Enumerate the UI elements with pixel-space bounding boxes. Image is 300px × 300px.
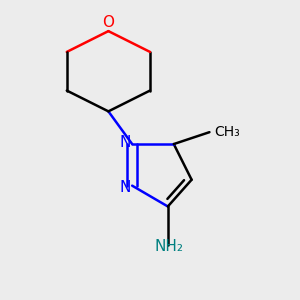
- Text: N: N: [119, 180, 131, 195]
- Text: O: O: [102, 15, 114, 30]
- Text: NH₂: NH₂: [155, 239, 184, 254]
- Text: CH₃: CH₃: [214, 125, 240, 139]
- Text: N: N: [119, 135, 131, 150]
